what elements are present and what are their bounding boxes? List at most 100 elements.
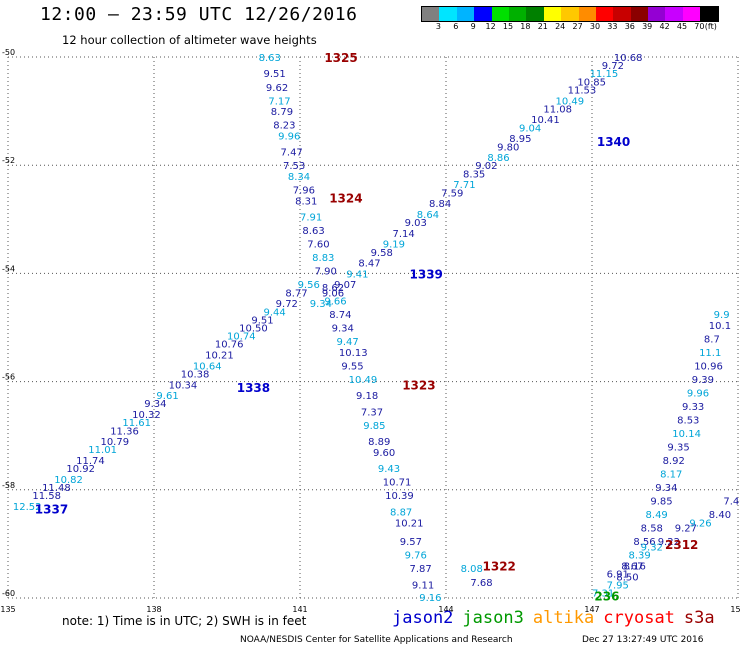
track-label: 1322: [483, 560, 516, 574]
footnote: note: 1) Time is in UTC; 2) SWH is in fe…: [62, 614, 307, 628]
page-title: 12:00 — 23:59 UTC 12/26/2016: [40, 4, 358, 25]
legend-swatch: [439, 7, 457, 21]
swh-value: 6.91: [607, 570, 629, 581]
swh-value: 8.7: [704, 334, 720, 345]
swh-value: 10.82: [54, 475, 83, 486]
swh-value: 9.34: [655, 483, 677, 494]
swh-value: 7.60: [307, 240, 329, 251]
swh-value: 8.34: [288, 172, 310, 183]
satellite-name: jason3: [462, 608, 524, 628]
swh-value: 7.37: [361, 407, 383, 418]
swh-value: 9.47: [337, 337, 359, 348]
swh-value: 8.79: [271, 107, 293, 118]
swh-value: 9.27: [675, 524, 697, 535]
track-label: 1338: [237, 381, 270, 395]
swh-value: 10.92: [66, 464, 95, 475]
color-legend: [421, 6, 719, 22]
swh-value: 10.39: [385, 491, 414, 502]
swh-value: 10.14: [672, 429, 701, 440]
swh-value: 9.03: [405, 218, 427, 229]
legend-label: 70: [694, 22, 705, 31]
swh-value: 9.85: [363, 421, 385, 432]
track-label: 1339: [410, 267, 443, 281]
swh-value: 8.63: [259, 53, 281, 64]
swh-value: 9.34: [310, 299, 332, 310]
swh-value: 7.47: [281, 148, 303, 159]
swh-value: 9.80: [497, 142, 519, 153]
swh-value: 9.62: [266, 83, 288, 94]
legend-labels: 3 6 9 12 15 18 21 24 27 30 33 36 39 42 45 70 (ft): [421, 22, 740, 34]
x-tick-label: 150: [730, 605, 740, 614]
legend-label: 21: [537, 22, 548, 31]
swh-value: 10.13: [339, 348, 368, 359]
swh-value: 10.85: [577, 77, 606, 88]
x-tick-label: 141: [292, 605, 307, 614]
swh-value: 9.22: [658, 537, 680, 548]
swh-value: 8.74: [329, 310, 351, 321]
legend-label: 9: [470, 22, 476, 31]
swh-value: 7.68: [470, 578, 492, 589]
swh-value: 10.49: [556, 96, 585, 107]
track-label: 1323: [402, 378, 435, 392]
swh-value: 10.74: [227, 332, 256, 343]
swh-value: 9.72: [602, 61, 624, 72]
legend-label: 12: [485, 22, 496, 31]
swh-value: 9.19: [383, 240, 405, 251]
legend-swatch: [543, 7, 562, 21]
swh-value: 8.89: [368, 437, 390, 448]
swh-value: 10.21: [395, 518, 424, 529]
swh-value: 9.44: [264, 307, 286, 318]
swh-value: 7.31: [592, 589, 614, 600]
swh-value: 7.40: [723, 497, 740, 508]
swh-value: 8.67: [621, 562, 643, 573]
swh-value: 12.52: [13, 502, 42, 513]
swh-value: 9.60: [373, 448, 395, 459]
swh-value: 9.02: [475, 161, 497, 172]
swh-value: 7.14: [392, 229, 414, 240]
legend-label: 24: [555, 22, 566, 31]
swh-value: 9.51: [251, 315, 273, 326]
swh-value: 10.34: [169, 380, 198, 391]
swh-value: 8.50: [616, 572, 638, 583]
swh-value: 7.17: [268, 96, 290, 107]
legend-label: (ft): [704, 22, 717, 31]
swh-value: 8.08: [461, 564, 483, 575]
swh-value: 8.17: [660, 470, 682, 481]
x-tick-label: 138: [146, 605, 161, 614]
swh-value: 8.35: [463, 169, 485, 180]
swh-value: 8.56: [633, 537, 655, 548]
swh-value: 10.79: [100, 437, 129, 448]
legend-swatch: [491, 7, 509, 21]
legend-swatch: [561, 7, 579, 21]
y-tick-label: -56: [2, 373, 15, 382]
swh-value: 9.58: [371, 248, 393, 259]
swh-value: 9.41: [346, 269, 368, 280]
swh-value: 7.59: [441, 188, 463, 199]
satellite-name: s3a: [683, 608, 715, 628]
track-label: 1337: [35, 503, 68, 517]
swh-value: 9.57: [400, 537, 422, 548]
y-tick-label: -58: [2, 481, 15, 490]
legend-label: 39: [642, 22, 653, 31]
swh-value: 11.74: [76, 456, 105, 467]
swh-value: 8.39: [629, 551, 651, 562]
satellite-name: cryosat: [603, 608, 675, 628]
swh-value: 11.61: [122, 418, 151, 429]
swh-value: 7.53: [283, 161, 305, 172]
swh-value: 9.32: [641, 543, 663, 554]
legend-label: 45: [676, 22, 688, 31]
swh-value: 7.87: [410, 564, 432, 575]
legend-swatch: [665, 7, 683, 21]
track-label: 236: [594, 589, 619, 603]
swh-value: 9.33: [682, 402, 704, 413]
swh-value: 10.71: [383, 478, 412, 489]
swh-value: 7.71: [453, 180, 475, 191]
y-tick-label: -50: [2, 48, 15, 57]
swh-value: 10.68: [614, 53, 643, 64]
swh-value: 9.06: [322, 288, 344, 299]
swh-value: 10.50: [239, 324, 268, 335]
swh-value: 9.39: [692, 375, 714, 386]
swh-value: 9.34: [144, 399, 166, 410]
swh-value: 9.96: [687, 388, 709, 399]
